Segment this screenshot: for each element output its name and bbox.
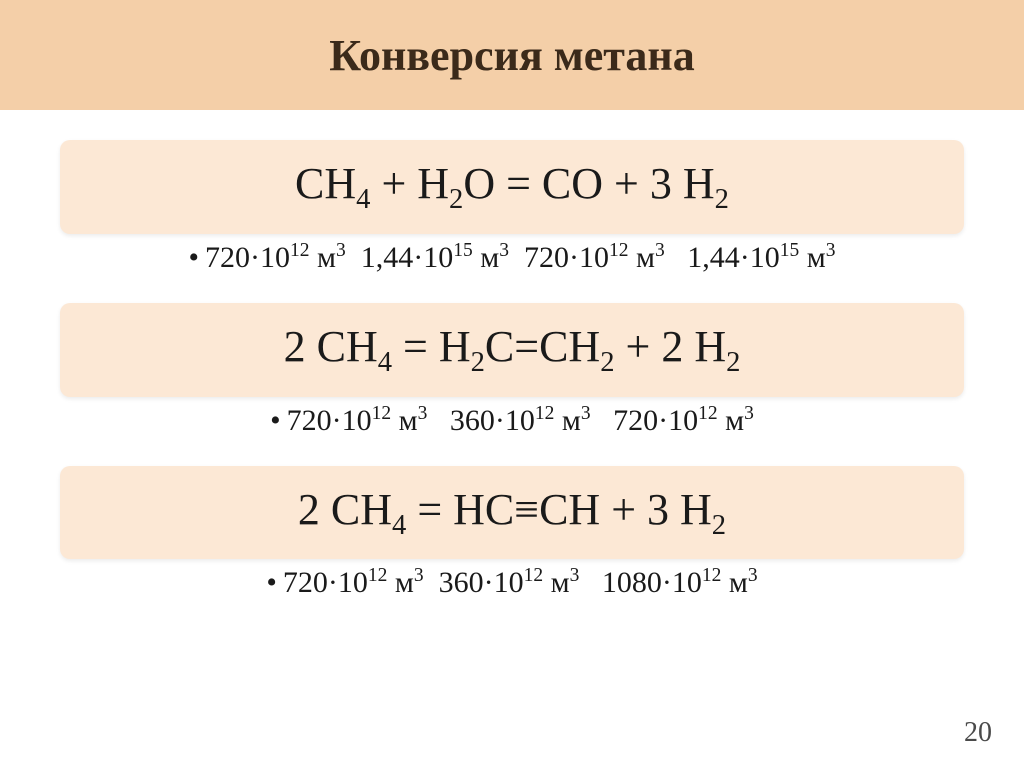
title-band: Конверсия метана [0,0,1024,110]
calc-values-2: 720·1012 м3 360·1012 м3 720·1012 м3 [287,404,754,437]
calc-line-2: •720·1012 м3 360·1012 м3 720·1012 м3 [60,403,964,438]
content-area: CH4 + H2O = CO + 3 H2 •720·1012 м3 1,44·… [0,110,1024,600]
equation-box-2: 2 CH4 = H2C=CH2 + 2 H2 [60,303,964,397]
bullet-icon: • [270,404,281,437]
calc-line-1: •720·1012 м3 1,44·1015 м3 720·1012 м3 1,… [60,240,964,275]
calc-values-3: 720·1012 м3 360·1012 м3 1080·1012 м3 [283,566,758,599]
bullet-icon: • [266,566,277,599]
page-number: 20 [964,717,992,749]
bullet-icon: • [189,241,200,274]
calc-line-3: •720·1012 м3 360·1012 м3 1080·1012 м3 [60,565,964,600]
equation-box-3: 2 CH4 = HC≡CH + 3 H2 [60,466,964,560]
equation-box-1: CH4 + H2O = CO + 3 H2 [60,140,964,234]
calc-values-1: 720·1012 м3 1,44·1015 м3 720·1012 м3 1,4… [205,241,835,274]
slide-title: Конверсия метана [329,30,695,81]
